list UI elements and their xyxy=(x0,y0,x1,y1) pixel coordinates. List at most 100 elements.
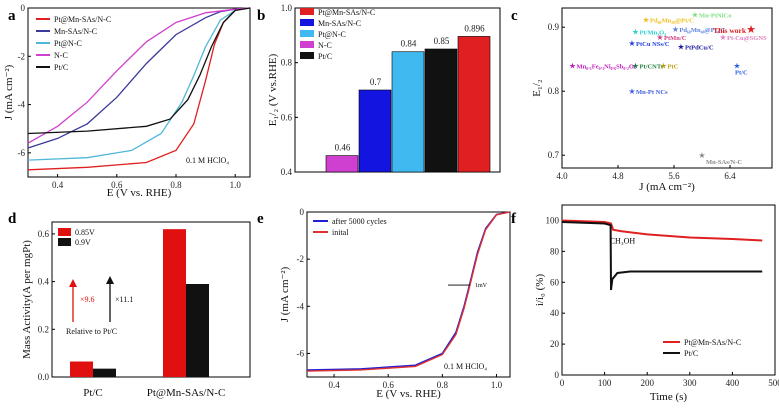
data-point-pd-mn-pt-c: ★ xyxy=(642,16,649,25)
plot-frame xyxy=(306,211,511,378)
plot-frame xyxy=(27,7,251,178)
y-tick-label: 0.0 xyxy=(38,372,50,382)
bar-pt-mn-sas-n-c-0-85v xyxy=(163,229,186,377)
bar-pt-mn-sas-n-c xyxy=(457,36,491,173)
panel-b-halfwave-bar-chart: 0.4 0.6 0.8 1.0 E₁/₂ (V vs.RHE) 0.46 0.7 0.84 0.… xyxy=(267,3,501,177)
y-axis-title: J (mA cm⁻²) xyxy=(3,64,15,120)
data-point-mn-pt-ncs: ★ xyxy=(628,87,635,96)
y-axis-title: J (mA cm⁻²) xyxy=(279,266,291,322)
legend-label-pt-n-c: Pt@N-C xyxy=(318,30,346,39)
y-tick-label: 0 xyxy=(21,3,26,13)
legend-swatch-pt-n-c xyxy=(300,30,314,37)
shift-marker-label: 1mV xyxy=(475,283,488,289)
bar-value-label-n-c: 0.46 xyxy=(335,143,351,153)
data-point-label-pt-c: Pt/C xyxy=(735,70,748,77)
legend-label-pt-c: Pt/C xyxy=(54,63,68,72)
data-point-mn-ptnico: ★ xyxy=(691,10,698,19)
x-tick-label: 6.4 xyxy=(724,171,736,181)
y-tick-label: 0.7 xyxy=(548,150,560,160)
data-point-pt-mn-o: ★ xyxy=(632,28,639,37)
x-tick-label: 0.8 xyxy=(437,380,449,390)
data-point-label-mn-pt-ncs: Mn-Pt NCs xyxy=(636,89,668,96)
series-line-pt-mn-sas-n-c xyxy=(561,219,763,242)
data-point-label-pt-cnts: Pt/CNTs xyxy=(640,64,664,71)
bar-value-label-pt-mn-sas-n-c: 0.896 xyxy=(464,23,485,33)
category-label-pt-c: Pt/C xyxy=(83,387,103,399)
plot-frame xyxy=(561,204,776,376)
y-tick-label: 0.9 xyxy=(548,22,560,32)
x-tick-label: 4.8 xyxy=(612,171,624,181)
bar-pt-mn-sas-n-c-0-9v xyxy=(186,284,209,377)
methanol-injection-label: CH₃OH xyxy=(610,237,636,246)
y-tick-label: 20 xyxy=(550,339,560,349)
data-point-label-pt-mn-o: Pt/Mn₃O₄ xyxy=(640,30,667,37)
y-tick-label: 0 xyxy=(300,207,305,217)
x-tick-label: 0.6 xyxy=(111,180,123,190)
y-tick-label: 80 xyxy=(550,246,560,256)
data-point-label-pt-cu-sgns: Pt-Cu@SGNS xyxy=(727,35,767,42)
data-point-pt-c: ★ xyxy=(733,62,740,71)
y-tick-label: -6 xyxy=(297,348,305,358)
fold-label-0-9v: ×11.1 xyxy=(115,295,133,304)
x-tick-label: 1.0 xyxy=(230,180,242,190)
data-point-mn-sas-n-c: ★ xyxy=(698,151,705,160)
panel-a-lsv-chart: 0.4 0.6 0.8 1.0 0 -2 -4 -6 E (V vs. RHE) J (mA cm… xyxy=(3,3,251,199)
x-tick-label: 500 xyxy=(768,378,779,388)
plot-frame xyxy=(561,7,773,169)
y-axis-title: E₁/₂ xyxy=(531,79,543,97)
fold-label-0-85v: ×9.6 xyxy=(80,295,95,304)
legend-label-pt-mn-sas-n-c: Pt@Mn-SAs/N-C xyxy=(684,338,741,347)
series-line-pt-c xyxy=(27,7,251,135)
bar-n-c xyxy=(325,155,359,173)
panel-c-comparison-scatter: 4.0 4.8 5.6 6.40.70.80.9J (mA cm⁻²)E₁/₂★ Pd₈… xyxy=(531,7,773,193)
legend-label-pt-n-c: Pt@N-C xyxy=(54,39,82,48)
plot-frame xyxy=(51,221,251,378)
y-tick-label: 0.4 xyxy=(38,277,50,287)
concentration-annotation: 0.1 M HClO₄ xyxy=(186,156,229,165)
y-tick-label: 0.6 xyxy=(281,112,293,122)
y-tick-label: -6 xyxy=(18,148,26,158)
data-point-pd-mn-pt-c: ★ xyxy=(672,25,679,34)
legend-label-n-c: N-C xyxy=(318,41,332,50)
x-tick-label: 5.6 xyxy=(668,171,680,181)
legend-swatch-pt-mn-sas-n-c xyxy=(300,8,314,15)
relative-to-annotation: Relative to Pt/C xyxy=(66,327,117,336)
panel-label-f: f xyxy=(511,211,517,227)
y-tick-label: 40 xyxy=(550,308,560,318)
legend-swatch-n-c xyxy=(300,41,314,48)
x-axis-title: E (V vs. RHE) xyxy=(376,388,441,400)
x-tick-label: 300 xyxy=(683,378,697,388)
y-axis-title: Mass Activity(A per mgPt) xyxy=(21,240,33,359)
legend-label-inital: inital xyxy=(332,228,349,237)
data-point-label-ptcu-nss-c: PtCu NSs/C xyxy=(636,41,670,48)
data-point-label-pd-mn-pt-c: Pd₆₀Mn₄₀@Pt₄/C xyxy=(679,27,725,34)
panel-label-d: d xyxy=(8,211,17,227)
y-tick-label: 0.4 xyxy=(281,167,293,177)
y-tick-label: 0.8 xyxy=(281,58,293,68)
panel-d-mass-activity-chart: 0.0 0.2 0.4 0.6 Mass Activity(A per mgPt) Pt/… xyxy=(21,221,251,399)
x-tick-label: 200 xyxy=(640,378,654,388)
y-tick-label: 0 xyxy=(555,370,560,380)
bar-value-label-mn-sas-n-c: 0.7 xyxy=(370,77,382,87)
y-tick-label: 0.2 xyxy=(38,324,49,334)
x-tick-label: 100 xyxy=(598,378,612,388)
data-point-this-work: ★ xyxy=(746,24,756,36)
legend-swatch-pt-c xyxy=(300,52,314,59)
panel-label-a: a xyxy=(8,8,16,24)
series-line-pt-n-c xyxy=(27,7,251,161)
legend-label-n-c: N-C xyxy=(54,51,68,60)
bar-pt-c xyxy=(424,48,458,173)
x-tick-label: 0.6 xyxy=(383,380,395,390)
x-tick-label: 0.4 xyxy=(52,180,64,190)
data-point-pt-cu-sgns: ★ xyxy=(719,33,726,42)
category-label-pt-mn-sas-n-c: Pt@Mn-SAs/N-C xyxy=(147,387,226,399)
data-point-ptmn-c: ★ xyxy=(656,33,663,42)
bar-pt-c-0-85v xyxy=(70,361,93,377)
bar-mn-sas-n-c xyxy=(358,89,392,173)
data-point-label-pd-mn-pt-c: Pd₈₀Mn₂₀@Pt/C xyxy=(650,18,694,25)
panel-label-b: b xyxy=(257,8,265,24)
x-tick-label: 4.0 xyxy=(556,171,568,181)
legend-swatch-mn-sas-n-c xyxy=(300,19,314,26)
data-point-label-ptc: PtC xyxy=(668,64,679,71)
panel-label-e: e xyxy=(257,211,264,227)
